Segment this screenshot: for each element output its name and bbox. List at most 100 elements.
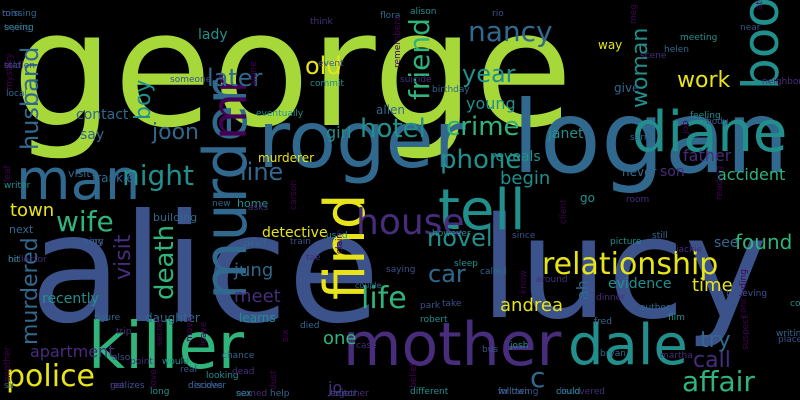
cloud-word-small: following	[498, 387, 539, 397]
cloud-word: novel	[427, 224, 493, 252]
cloud-word-small: reading	[715, 165, 725, 200]
cloud-word: crime	[446, 112, 520, 142]
cloud-word-small: local	[6, 89, 27, 99]
cloud-word-small: trying	[4, 23, 31, 33]
cloud-word: death	[150, 224, 180, 300]
cloud-word-small: six	[281, 329, 291, 342]
cloud-word: girl	[326, 123, 352, 142]
cloud-word-small: confession	[790, 299, 800, 309]
cloud-word-small: room	[626, 195, 650, 205]
cloud-word-small: author	[640, 303, 670, 313]
cloud-word-small: leaf	[3, 165, 13, 182]
cloud-word-small: remembers	[393, 16, 403, 68]
cloud-word-small: place	[778, 335, 800, 345]
cloud-word-small: morning	[66, 237, 104, 247]
cloud-word: recently	[42, 291, 99, 307]
cloud-word-small: park	[420, 301, 441, 311]
cloud-word: andrea	[500, 295, 563, 316]
cloud-word: one	[323, 328, 357, 349]
cloud-word-small: together	[330, 389, 369, 399]
cloud-word-small: claim	[335, 229, 345, 254]
cloud-word: jung	[234, 260, 274, 281]
cloud-word-small: suspect	[741, 315, 751, 350]
cloud-word: begin	[500, 168, 551, 189]
cloud-word: frankie	[92, 171, 134, 185]
cloud-word: try	[700, 328, 731, 353]
cloud-word-small: saying	[386, 265, 416, 275]
cloud-word: nancy	[468, 15, 553, 48]
cloud-word: ah	[573, 280, 592, 300]
cloud-word: joon	[152, 120, 199, 145]
cloud-word-small: eventually	[256, 109, 304, 119]
cloud-word-small: however	[432, 229, 471, 239]
cloud-word-small: near	[740, 23, 761, 33]
cloud-word-small: suicide	[400, 75, 432, 85]
cloud-word-small: scene	[640, 51, 667, 61]
cloud-word: meet	[234, 286, 281, 307]
cloud-word-small: meeting	[680, 33, 718, 43]
cloud-word: reveals	[490, 149, 541, 165]
cloud-word-small: fred	[594, 317, 612, 327]
cloud-word-small: dust	[269, 370, 279, 390]
cloud-word-small: think	[310, 17, 333, 27]
cloud-word: way	[598, 38, 623, 52]
cloud-word-small: real	[180, 365, 198, 375]
cloud-word-small: hit	[8, 255, 20, 265]
cloud-word-small: memory	[66, 237, 104, 247]
cloud-word: man	[16, 148, 141, 213]
cloud-word: couple	[355, 281, 382, 290]
cloud-word: police	[6, 359, 96, 394]
cloud-word-small: train	[290, 237, 311, 247]
cloud-word: lady	[198, 27, 228, 43]
cloud-word-small: sir	[4, 381, 15, 391]
cloud-word-small: meg	[629, 3, 639, 24]
cloud-word: daughter	[145, 311, 200, 325]
cloud-word-small: decides	[188, 381, 223, 391]
cloud-word-small: take	[442, 299, 462, 309]
cloud-word-small: devil	[244, 239, 266, 249]
cloud-word: allen	[376, 103, 406, 117]
cloud-word-small: flora	[380, 11, 401, 21]
cloud-word-small: used	[326, 231, 348, 241]
cloud-word: home	[237, 197, 269, 210]
cloud-word: work	[677, 68, 731, 93]
cloud-word: c	[530, 361, 546, 394]
cloud-word: old	[305, 52, 342, 80]
cloud-word-small: point	[130, 357, 153, 367]
cloud-word: janet	[548, 126, 584, 142]
cloud-word: boy	[131, 79, 156, 120]
cloud-word-small: would	[162, 357, 189, 367]
cloud-word: night	[122, 159, 195, 192]
cloud-word: car	[428, 260, 466, 288]
cloud-word: relationship	[542, 247, 719, 282]
cloud-word-small: feeling	[690, 111, 721, 121]
cloud-word: phone	[440, 145, 522, 175]
cloud-word: say	[80, 127, 105, 143]
cloud-word-small: sleep	[454, 259, 478, 269]
cloud-word: evidence	[608, 276, 672, 292]
cloud-word-small: body	[706, 117, 729, 127]
cloud-word-small: attack	[755, 0, 765, 10]
cloud-word-small: dinner	[596, 293, 625, 303]
cloud-word-small: film	[668, 313, 685, 323]
cloud-word: learns	[239, 311, 276, 325]
cloud-word: young	[466, 94, 516, 113]
cloud-word: apartment	[30, 342, 115, 361]
cloud-word-small: carson	[289, 179, 299, 210]
cloud-word: murderer	[258, 151, 315, 165]
cloud-word-small: told	[4, 61, 22, 71]
cloud-word-small: tom	[2, 9, 20, 19]
cloud-word: son	[660, 164, 685, 180]
cloud-word: town	[10, 200, 55, 221]
cloud-word-small: alone	[249, 61, 259, 86]
cloud-word-small: discover	[188, 381, 226, 391]
cloud-word-small: figure	[94, 313, 121, 323]
cloud-word-small: died	[300, 321, 320, 331]
cloud-word-small: looking	[206, 371, 239, 381]
cloud-word-small: belief	[409, 363, 419, 388]
cloud-word: call	[693, 348, 731, 373]
cloud-word: mother	[343, 310, 562, 380]
cloud-word-small: around	[536, 275, 568, 285]
cloud-word-small: asks	[248, 203, 269, 213]
cloud-word-small: named	[236, 389, 268, 399]
